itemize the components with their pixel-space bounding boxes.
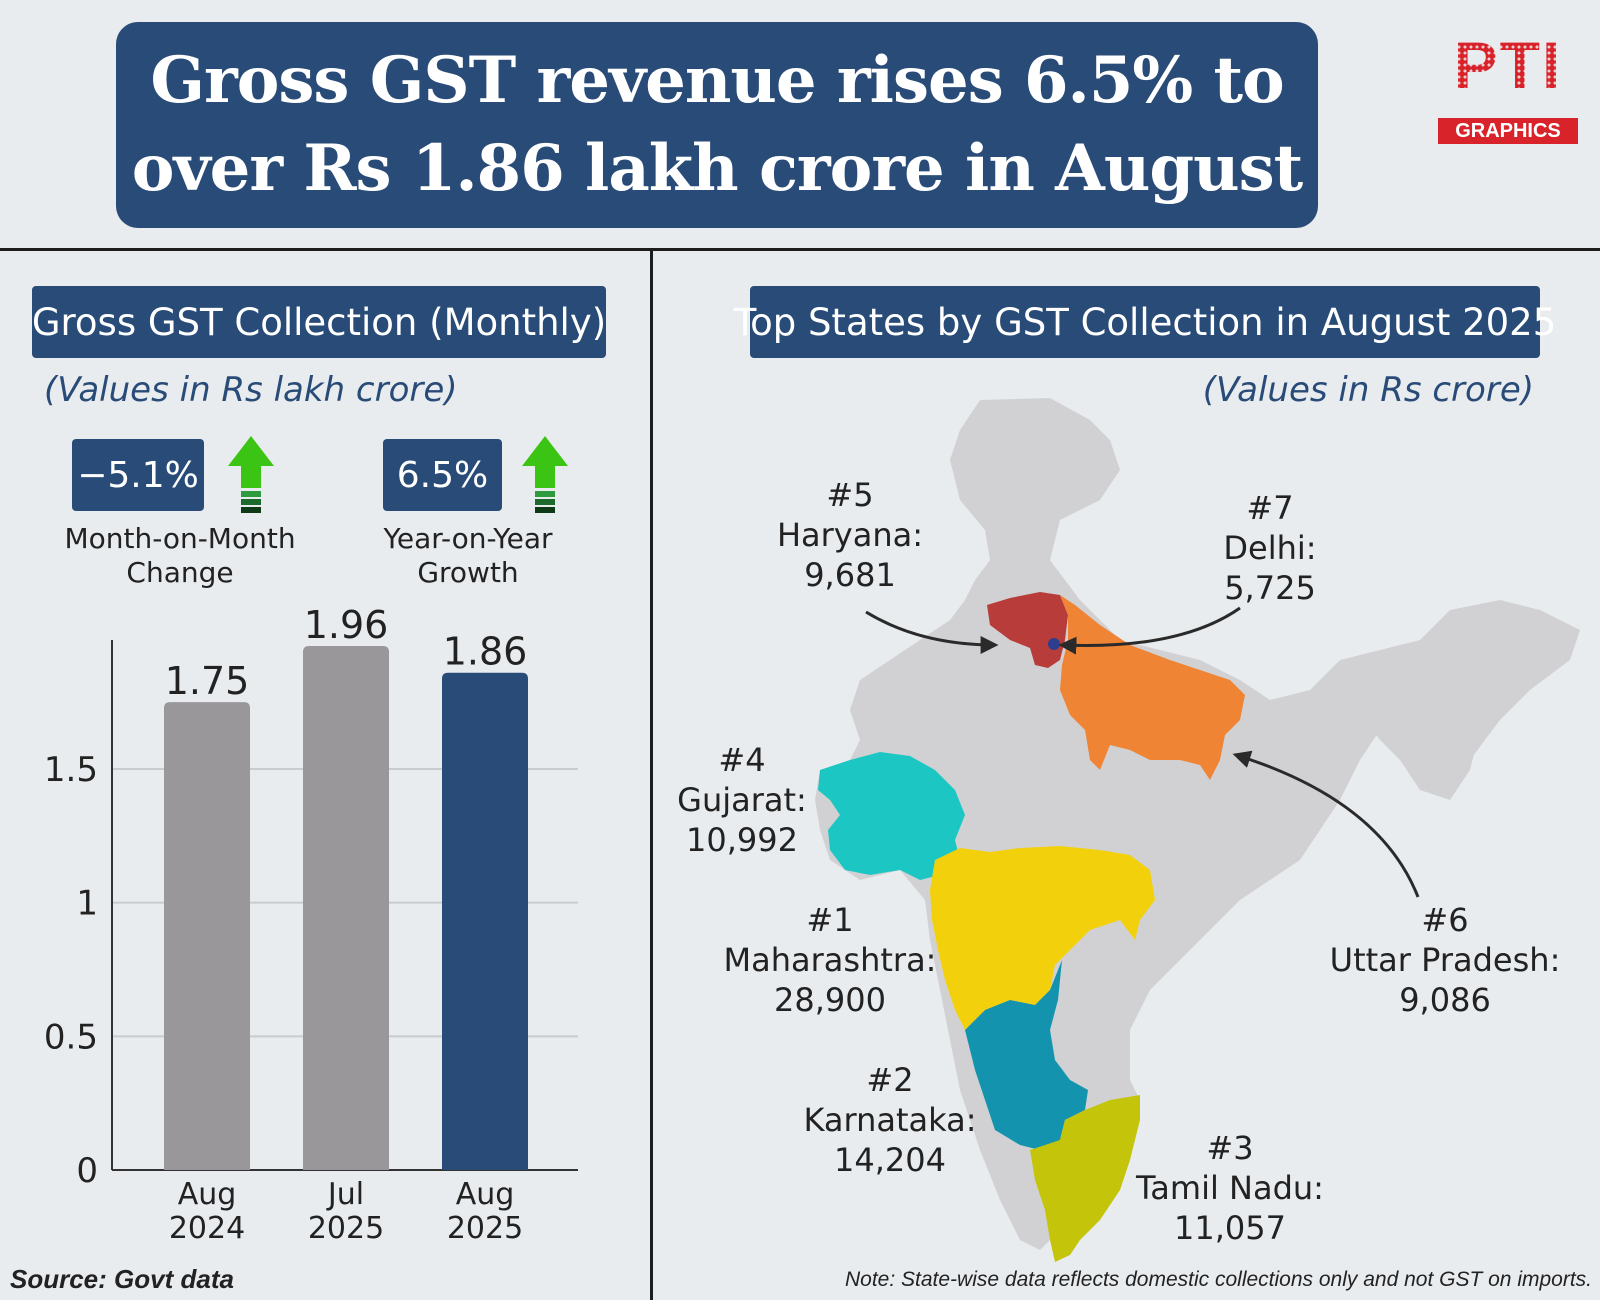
haryana-rank: #5	[826, 476, 874, 514]
delhi-rank: #7	[1246, 489, 1294, 527]
source-note: Source: Govt data	[10, 1264, 234, 1294]
delhi-pointer-arrow	[1058, 606, 1241, 655]
mom-caption-line-2: Change	[126, 556, 234, 589]
state-haryana	[987, 592, 1068, 668]
delhi-value: 5,725	[1224, 569, 1316, 607]
tamil-nadu-value: 11,057	[1174, 1209, 1286, 1247]
gujarat-value: 10,992	[686, 821, 798, 859]
x-category-label: Aug	[178, 1177, 237, 1212]
states-units-note: (Values in Rs crore)	[1202, 370, 1534, 410]
tamil-nadu-rank: #3	[1206, 1129, 1254, 1167]
karnataka-rank: #2	[866, 1061, 914, 1099]
haryana-name: Haryana:	[776, 516, 924, 554]
mom-change-value: −5.1%	[72, 439, 204, 511]
y-tick-label: 1.5	[44, 750, 98, 790]
bar-value-label: 1.96	[304, 603, 389, 647]
state-karnataka	[965, 960, 1088, 1150]
bar-value-label: 1.75	[165, 659, 250, 703]
bar	[303, 646, 389, 1170]
x-category-label: Jul	[326, 1177, 364, 1212]
monthly-gst-bar-chart: 00.511.51.75Aug20241.96Jul20251.86Aug202…	[44, 603, 578, 1246]
state-uttar-pradesh	[1060, 595, 1245, 780]
vertical-divider	[650, 251, 653, 1300]
state-gujarat	[818, 752, 965, 880]
mom-caption-line-1: Month-on-Month	[64, 522, 296, 555]
haryana-value: 9,681	[804, 556, 896, 594]
pti-graphics-logo: PTI GRAPHICS	[1438, 26, 1578, 148]
state-maharashtra	[930, 846, 1155, 1030]
logo-mark: PTI	[1438, 26, 1578, 104]
mom-change-caption: Month-on-Month Change	[60, 522, 300, 590]
label-delhi: #7 Delhi: 5,725	[1180, 488, 1360, 608]
x-category-label: 2025	[308, 1211, 384, 1246]
y-tick-label: 1	[76, 884, 98, 924]
india-map	[815, 398, 1580, 1262]
label-haryana: #5 Haryana: 9,681	[760, 475, 940, 595]
tamil-nadu-name: Tamil Nadu:	[1136, 1169, 1324, 1207]
headline-line-1: Gross GST revenue rises 6.5% to	[150, 43, 1284, 118]
up-arrow-icon	[522, 436, 568, 513]
up-arrow-icon	[228, 436, 274, 513]
up-value: 9,086	[1399, 981, 1491, 1019]
headline-banner: Gross GST revenue rises 6.5% to over Rs …	[116, 22, 1318, 228]
top-states-heading: Top States by GST Collection in August 2…	[734, 286, 1556, 358]
maharashtra-name: Maharashtra:	[723, 941, 937, 979]
state-tamil-nadu	[1030, 1095, 1140, 1262]
up-name: Uttar Pradesh:	[1329, 941, 1561, 979]
up-pointer-arrow	[1232, 750, 1420, 898]
label-gujarat: #4 Gujarat: 10,992	[652, 740, 832, 860]
monthly-units-note: (Values in Rs lakh crore)	[44, 370, 458, 410]
yoy-caption-line-2: Growth	[417, 556, 519, 589]
northeast-region	[1350, 680, 1480, 800]
label-maharashtra: #1 Maharashtra: 28,900	[720, 900, 940, 1020]
maharashtra-rank: #1	[806, 901, 854, 939]
logo-band: GRAPHICS	[1438, 118, 1578, 144]
gujarat-rank: #4	[718, 741, 766, 779]
state-delhi	[1048, 638, 1060, 650]
haryana-pointer-arrow	[865, 610, 999, 654]
bar	[164, 702, 250, 1170]
label-tamil-nadu: #3 Tamil Nadu: 11,057	[1130, 1128, 1330, 1248]
y-tick-label: 0.5	[44, 1017, 98, 1057]
karnataka-value: 14,204	[834, 1141, 946, 1179]
yoy-growth-value: 6.5%	[383, 439, 502, 511]
karnataka-name: Karnataka:	[803, 1101, 977, 1139]
maharashtra-value: 28,900	[774, 981, 886, 1019]
horizontal-divider	[0, 248, 1600, 251]
yoy-caption-line-1: Year-on-Year	[383, 522, 553, 555]
delhi-name: Delhi:	[1223, 529, 1317, 567]
y-tick-label: 0	[76, 1151, 98, 1191]
headline-line-2: over Rs 1.86 lakh crore in August	[131, 131, 1303, 206]
footnote: Note: State-wise data reflects domestic …	[844, 1268, 1592, 1291]
x-category-label: 2024	[169, 1211, 245, 1246]
x-category-label: 2025	[447, 1211, 523, 1246]
yoy-growth-caption: Year-on-Year Growth	[348, 522, 588, 590]
bar	[442, 672, 528, 1170]
label-uttar-pradesh: #6 Uttar Pradesh: 9,086	[1320, 900, 1570, 1020]
gujarat-name: Gujarat:	[677, 781, 807, 819]
up-rank: #6	[1421, 901, 1469, 939]
monthly-collection-heading: Gross GST Collection (Monthly)	[32, 286, 606, 358]
label-karnataka: #2 Karnataka: 14,204	[800, 1060, 980, 1180]
bar-value-label: 1.86	[443, 630, 528, 674]
x-category-label: Aug	[456, 1177, 515, 1212]
